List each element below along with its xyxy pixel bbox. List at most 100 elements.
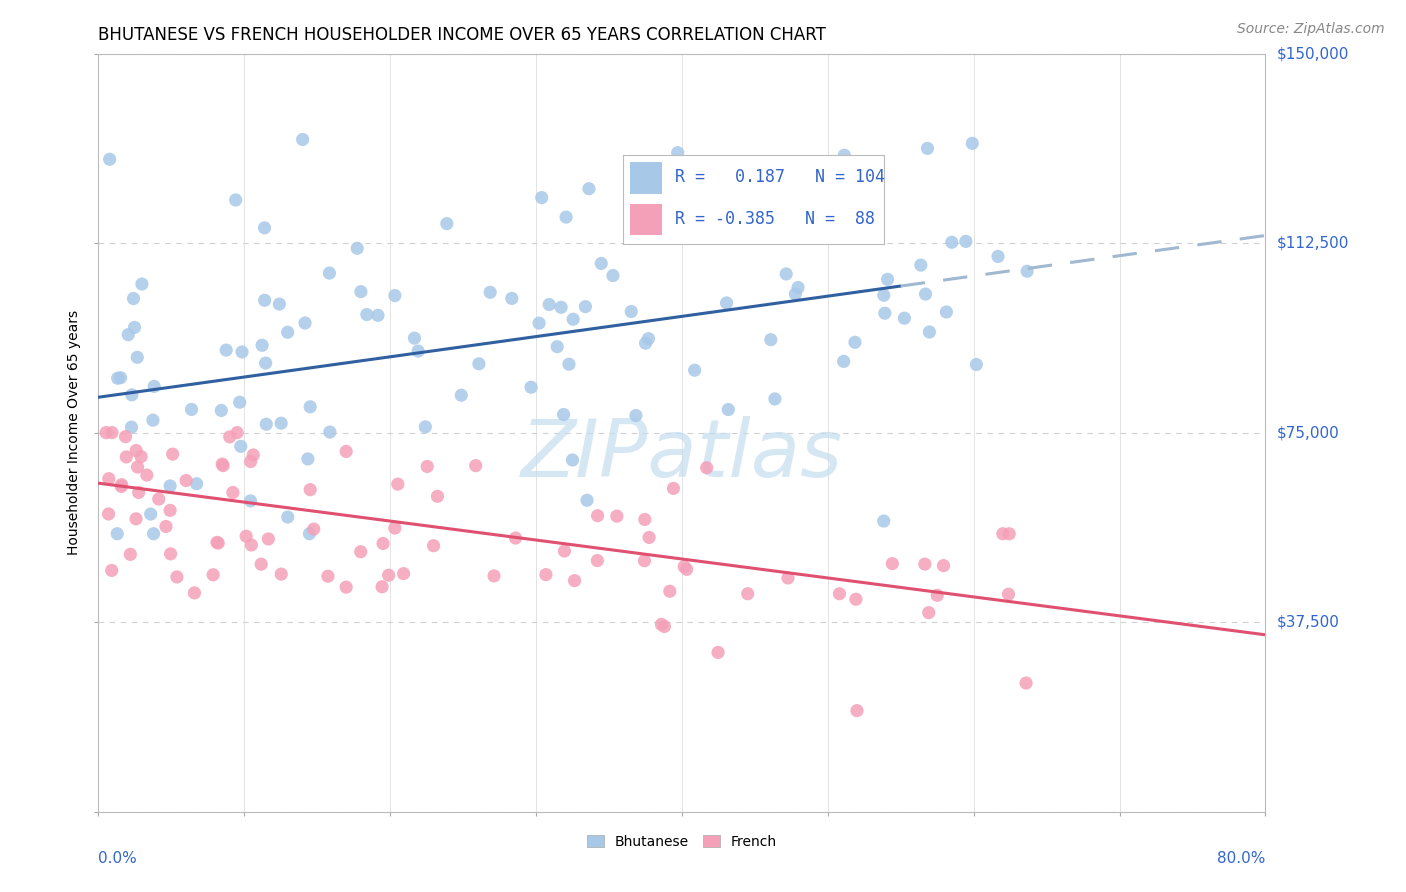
- Point: [110, 370, 132, 384]
- Text: $75,000: $75,000: [1277, 425, 1340, 440]
- Point: [291, 132, 314, 146]
- Point: [135, 468, 157, 483]
- Text: $150,000: $150,000: [1277, 46, 1348, 61]
- Point: [555, 210, 578, 224]
- Point: [538, 297, 561, 311]
- Point: [183, 586, 205, 600]
- Point: [387, 477, 409, 491]
- Point: [404, 331, 426, 345]
- Point: [302, 522, 325, 536]
- Point: [759, 333, 782, 347]
- Point: [479, 285, 502, 300]
- Point: [638, 530, 661, 544]
- Point: [211, 31, 233, 45]
- Point: [159, 547, 181, 561]
- Point: [269, 297, 291, 311]
- Point: [415, 420, 437, 434]
- Point: [737, 587, 759, 601]
- Point: [335, 444, 357, 458]
- Point: [716, 296, 738, 310]
- Point: [319, 425, 342, 439]
- FancyBboxPatch shape: [630, 162, 662, 194]
- Point: [935, 305, 957, 319]
- Point: [384, 288, 406, 302]
- Point: [180, 402, 202, 417]
- Point: [634, 336, 657, 351]
- Point: [482, 569, 505, 583]
- Point: [546, 340, 568, 354]
- Point: [277, 510, 299, 524]
- Point: [1017, 264, 1039, 278]
- Y-axis label: Householder Income Over 65 years: Householder Income Over 65 years: [67, 310, 82, 555]
- Point: [128, 485, 150, 500]
- Point: [873, 288, 896, 302]
- Point: [717, 402, 740, 417]
- Point: [658, 584, 681, 599]
- Point: [346, 241, 368, 255]
- Point: [834, 148, 856, 162]
- Point: [828, 587, 851, 601]
- Point: [316, 569, 339, 583]
- Point: [131, 277, 153, 291]
- Point: [927, 588, 949, 602]
- Point: [575, 493, 598, 508]
- Point: [530, 191, 553, 205]
- Point: [763, 392, 786, 406]
- Text: $37,500: $37,500: [1277, 615, 1340, 630]
- Point: [558, 357, 581, 371]
- Point: [218, 430, 240, 444]
- Point: [143, 379, 166, 393]
- Point: [846, 704, 869, 718]
- Point: [633, 554, 655, 568]
- Point: [910, 258, 932, 272]
- Point: [586, 553, 609, 567]
- Point: [527, 316, 550, 330]
- Point: [239, 454, 262, 468]
- Point: [384, 521, 406, 535]
- Point: [505, 531, 527, 545]
- Point: [235, 529, 257, 543]
- Point: [550, 300, 572, 314]
- Point: [707, 645, 730, 659]
- Point: [1015, 676, 1038, 690]
- Point: [250, 557, 273, 571]
- Point: [436, 217, 458, 231]
- Point: [294, 316, 316, 330]
- Point: [844, 335, 866, 350]
- Point: [226, 425, 249, 440]
- Point: [882, 557, 904, 571]
- Point: [775, 168, 797, 182]
- Point: [110, 477, 132, 491]
- Point: [873, 306, 896, 320]
- Point: [121, 388, 143, 402]
- Point: [965, 358, 987, 372]
- Point: [406, 344, 429, 359]
- Point: [98, 153, 121, 167]
- Point: [918, 606, 941, 620]
- Point: [553, 544, 575, 558]
- Point: [159, 503, 181, 517]
- Point: [371, 536, 394, 550]
- Point: [231, 345, 253, 359]
- Point: [426, 489, 449, 503]
- Point: [253, 293, 276, 308]
- Point: [917, 141, 939, 155]
- Point: [127, 351, 149, 365]
- Point: [501, 292, 523, 306]
- Point: [211, 457, 233, 471]
- Point: [586, 508, 609, 523]
- Point: [207, 536, 229, 550]
- Point: [987, 249, 1010, 263]
- Point: [534, 567, 557, 582]
- FancyBboxPatch shape: [630, 204, 662, 235]
- Point: [371, 580, 394, 594]
- Point: [991, 526, 1014, 541]
- Point: [876, 272, 898, 286]
- Point: [468, 357, 491, 371]
- Point: [277, 325, 299, 339]
- Point: [356, 308, 378, 322]
- Point: [229, 439, 252, 453]
- Point: [662, 482, 685, 496]
- Point: [553, 408, 575, 422]
- Text: BHUTANESE VS FRENCH HOUSEHOLDER INCOME OVER 65 YEARS CORRELATION CHART: BHUTANESE VS FRENCH HOUSEHOLDER INCOME O…: [98, 26, 827, 44]
